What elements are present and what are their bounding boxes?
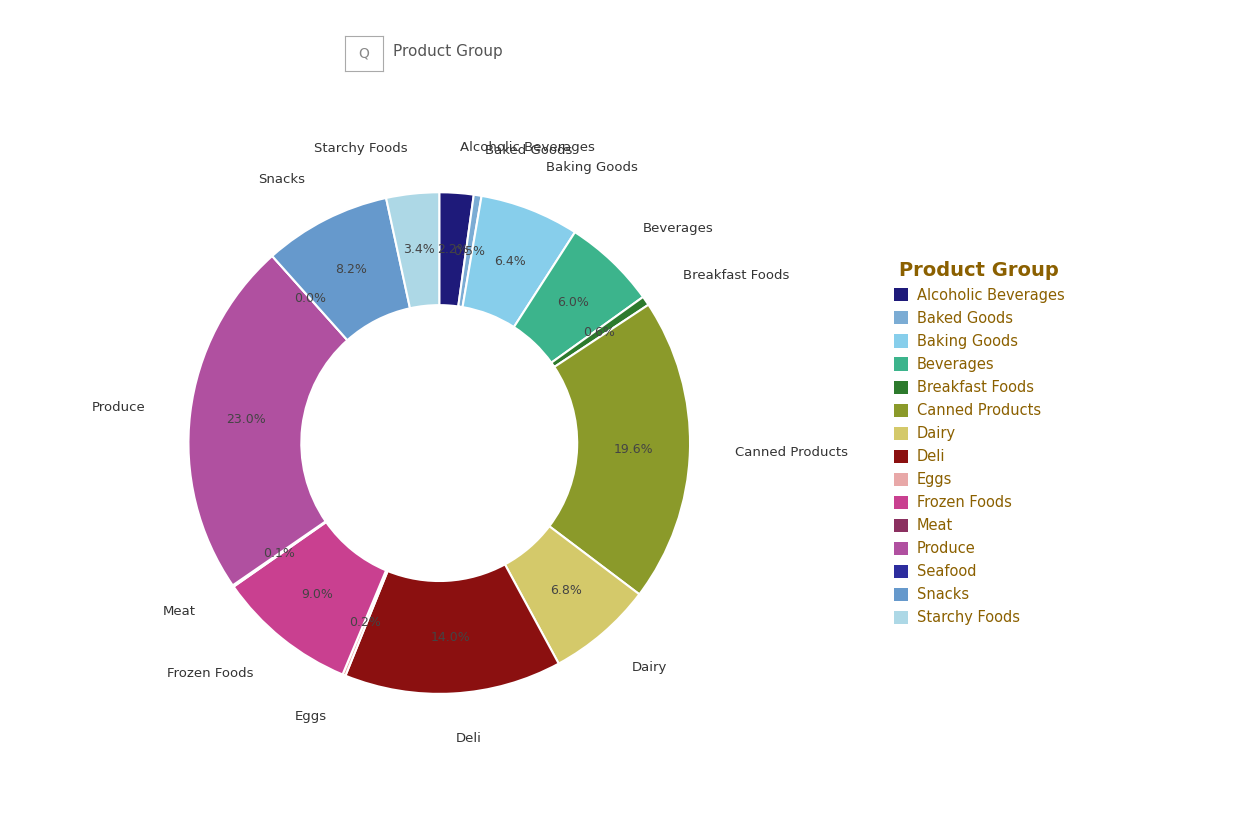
- Text: Canned Products: Canned Products: [735, 446, 848, 459]
- Wedge shape: [272, 198, 410, 340]
- Legend: Alcoholic Beverages, Baked Goods, Baking Goods, Beverages, Breakfast Foods, Cann: Alcoholic Beverages, Baked Goods, Baking…: [889, 255, 1071, 631]
- Text: Dairy: Dairy: [633, 661, 668, 674]
- Wedge shape: [345, 564, 558, 694]
- Text: Starchy Foods: Starchy Foods: [314, 142, 408, 155]
- Text: Meat: Meat: [163, 605, 196, 619]
- Text: 9.0%: 9.0%: [301, 588, 333, 601]
- Wedge shape: [551, 297, 649, 367]
- Wedge shape: [272, 256, 348, 340]
- Text: Beverages: Beverages: [644, 222, 714, 235]
- Wedge shape: [463, 196, 575, 327]
- Text: 14.0%: 14.0%: [430, 630, 471, 644]
- Wedge shape: [387, 192, 439, 308]
- Text: Baking Goods: Baking Goods: [546, 161, 639, 174]
- Text: 19.6%: 19.6%: [614, 443, 654, 456]
- Text: Snacks: Snacks: [257, 173, 305, 186]
- Text: Baked Goods: Baked Goods: [484, 144, 572, 157]
- Wedge shape: [439, 192, 474, 307]
- Text: 0.5%: 0.5%: [453, 244, 484, 257]
- Text: 2.2%: 2.2%: [437, 242, 468, 256]
- Wedge shape: [232, 522, 326, 587]
- Text: Breakfast Foods: Breakfast Foods: [683, 268, 789, 282]
- Wedge shape: [458, 195, 482, 307]
- Wedge shape: [513, 232, 643, 363]
- Text: 0.1%: 0.1%: [264, 548, 295, 560]
- Text: Alcoholic Beverages: Alcoholic Beverages: [459, 141, 595, 155]
- Text: 23.0%: 23.0%: [226, 414, 266, 426]
- Text: Eggs: Eggs: [295, 711, 326, 723]
- Text: 6.4%: 6.4%: [493, 256, 526, 268]
- Text: 0.0%: 0.0%: [294, 292, 326, 304]
- Text: 0.6%: 0.6%: [584, 326, 615, 339]
- Wedge shape: [505, 526, 639, 664]
- Wedge shape: [550, 305, 690, 594]
- Text: 3.4%: 3.4%: [403, 243, 434, 257]
- Wedge shape: [233, 522, 387, 675]
- Text: Q: Q: [359, 47, 369, 60]
- Text: 0.2%: 0.2%: [349, 616, 382, 630]
- Text: 8.2%: 8.2%: [335, 263, 366, 277]
- Text: Deli: Deli: [456, 732, 482, 745]
- Wedge shape: [343, 570, 388, 675]
- Text: 6.0%: 6.0%: [557, 296, 589, 308]
- Wedge shape: [188, 256, 348, 585]
- Text: Frozen Foods: Frozen Foods: [167, 667, 254, 680]
- Text: Product Group: Product Group: [393, 44, 502, 59]
- Text: Produce: Produce: [92, 401, 146, 415]
- Text: 6.8%: 6.8%: [550, 584, 582, 597]
